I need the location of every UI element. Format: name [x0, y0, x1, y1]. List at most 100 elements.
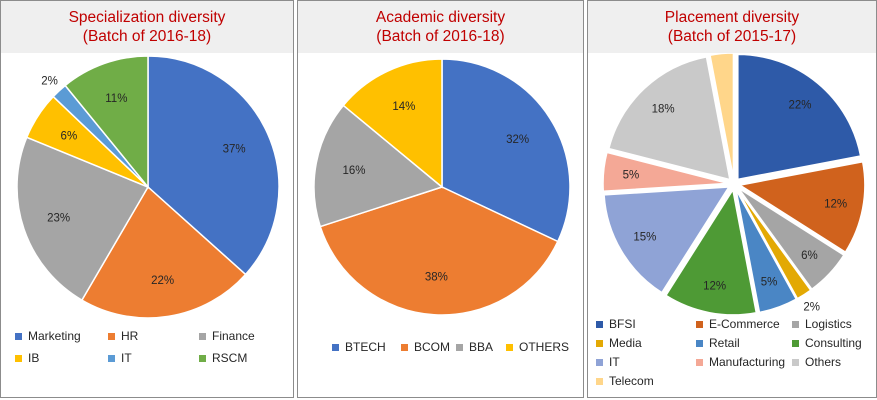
legend-swatch — [696, 320, 703, 328]
legend-swatch — [696, 358, 703, 366]
pie-slice-consulting — [664, 187, 758, 315]
legend-item: E-Commerce — [696, 317, 780, 331]
legend-item: OTHERS — [506, 340, 569, 354]
pie-chart: 32% 38% 16% 14% — [313, 58, 571, 316]
data-label: 2% — [803, 301, 820, 313]
legend-item: Logistics — [792, 317, 852, 331]
data-label: 5% — [761, 276, 778, 288]
legend-swatch — [199, 332, 206, 340]
legend-label: BCOM — [414, 340, 450, 354]
chart-panel-placement: Placement diversity (Batch of 2015-17) 2… — [587, 0, 877, 398]
chart-title-block: Placement diversity (Batch of 2015-17) — [588, 1, 876, 53]
pie-chart: 37% 22% 23% 6% 2% 11% — [16, 55, 280, 318]
data-label: 37% — [223, 144, 246, 156]
data-label: 16% — [342, 165, 365, 177]
data-label: 18% — [652, 104, 675, 116]
legend-swatch — [15, 354, 22, 362]
pie-slice-retail — [735, 189, 798, 314]
data-label: 11% — [105, 93, 127, 105]
legend-swatch — [596, 358, 603, 366]
legend-swatch — [456, 343, 463, 351]
data-label: 15% — [633, 232, 656, 244]
data-label: 12% — [703, 281, 726, 293]
legend-item: Marketing — [15, 329, 81, 343]
data-label: 2% — [41, 76, 58, 88]
legend-label: HR — [121, 329, 139, 343]
chart-subtitle: (Batch of 2016-18) — [82, 28, 212, 45]
legend-label: IT — [121, 351, 132, 365]
legend-swatch — [792, 339, 799, 347]
chart-subtitle: (Batch of 2016-18) — [376, 28, 505, 45]
legend-item: IT — [108, 351, 132, 365]
legend-label: BTECH — [345, 340, 386, 354]
pie-slice-telecom — [709, 53, 735, 179]
legend-label: Media — [609, 336, 642, 350]
pie-slice-bfsi — [737, 53, 862, 181]
pie-slice-e-commerce — [737, 160, 866, 254]
data-label: 22% — [788, 99, 811, 111]
chart-title: Placement diversity — [664, 9, 800, 26]
pie-slice-manufacturing — [602, 151, 729, 193]
legend-item: IT — [596, 355, 620, 369]
legend-swatch — [596, 320, 603, 328]
chart-title-block: Academic diversity (Batch of 2016-18) — [298, 1, 583, 53]
pie-slice-media — [736, 188, 812, 300]
legend-item: Retail — [696, 336, 740, 350]
chart-subtitle: (Batch of 2015-17) — [667, 28, 797, 45]
legend-swatch — [199, 354, 206, 362]
legend-item: Others — [792, 355, 841, 369]
legend-label: Consulting — [805, 336, 862, 350]
pie-slice-others — [607, 55, 731, 181]
legend-label: Marketing — [28, 329, 81, 343]
chart-title-block: Specialization diversity (Batch of 2016-… — [1, 1, 293, 53]
pie-slice-rscm — [64, 55, 149, 190]
chart-legend: Marketing HR Finance IB IT RSCM — [1, 321, 293, 381]
legend-swatch — [596, 339, 603, 347]
data-label: 23% — [47, 212, 70, 224]
legend-swatch — [332, 343, 339, 351]
legend-label: E-Commerce — [709, 317, 780, 331]
pie-slice-it — [603, 186, 731, 294]
legend-item: HR — [108, 329, 138, 343]
chart-title: Specialization diversity — [68, 9, 226, 26]
legend-swatch — [401, 343, 408, 351]
legend-label: RSCM — [212, 351, 248, 365]
chart-title: Academic diversity — [375, 9, 506, 26]
legend-label: Finance — [212, 329, 255, 343]
legend-item: Consulting — [792, 336, 862, 350]
legend-label: Telecom — [609, 374, 654, 388]
chart-panel-specialization: Specialization diversity (Batch of 2016-… — [0, 0, 294, 398]
data-label: 38% — [425, 271, 448, 283]
legend-label: Others — [805, 355, 842, 369]
legend-item: Media — [596, 336, 642, 350]
chart-legend: BFSI E-Commerce Logistics Media Retail Consul… — [588, 315, 876, 397]
pie-slice-marketing — [147, 55, 280, 276]
data-label: 32% — [506, 134, 529, 146]
pie-slice-others — [342, 58, 443, 189]
legend-swatch — [696, 339, 703, 347]
legend-swatch — [596, 377, 603, 385]
chart-panel-academic: Academic diversity (Batch of 2016-18) 32… — [297, 0, 584, 398]
data-label: 6% — [801, 250, 818, 262]
pie-slice-bba — [313, 104, 444, 228]
legend-item: IB — [15, 351, 39, 365]
legend-label: Manufacturing — [709, 355, 786, 369]
legend-label: BBA — [469, 340, 494, 354]
data-label: 6% — [61, 131, 78, 143]
legend-label: Retail — [709, 336, 740, 350]
pie-slice-logistics — [737, 187, 845, 291]
legend-swatch — [792, 320, 799, 328]
legend-item: BCOM — [401, 340, 450, 354]
legend-label: IT — [609, 355, 620, 369]
pie-slice-hr — [80, 185, 247, 318]
legend-item: RSCM — [199, 351, 247, 365]
legend-swatch — [108, 354, 115, 362]
legend-swatch — [15, 332, 22, 340]
pie-chart: 22%12%6%2%5%12%15%5%18%3% — [602, 53, 866, 315]
chart-legend: BTECH BCOM BBA OTHERS — [298, 336, 583, 366]
legend-swatch — [792, 358, 799, 366]
legend-label: Logistics — [805, 317, 852, 331]
data-label: 5% — [623, 169, 640, 181]
data-label: 14% — [392, 101, 415, 113]
legend-item: BFSI — [596, 317, 636, 331]
